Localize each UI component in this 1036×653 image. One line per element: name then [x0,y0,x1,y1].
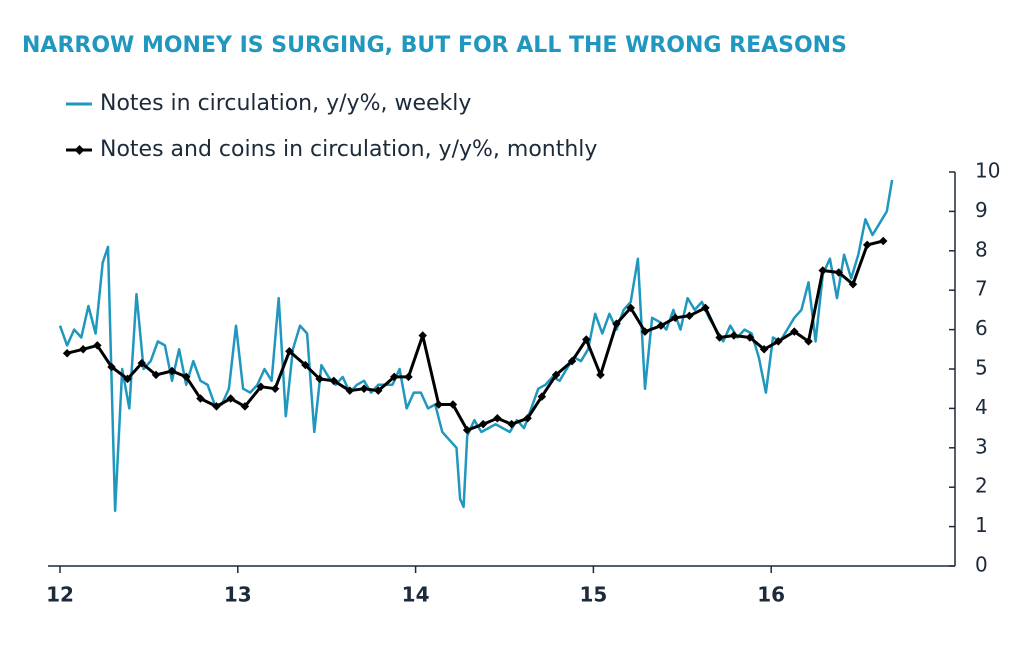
legend-marker [74,145,85,155]
line [66,239,884,432]
marker [537,392,547,401]
marker [862,240,872,250]
x-tick-label: 15 [579,583,607,607]
marker [78,345,88,354]
marker [151,370,161,380]
marker [434,400,443,409]
marker [301,360,310,370]
y-tick-label: 4 [975,395,988,419]
x-tick-label: 14 [402,583,430,607]
marker [582,335,591,344]
marker [596,370,605,380]
chart-title: NARROW MONEY IS SURGING, BUT FOR ALL THE… [22,33,847,58]
marker [270,384,280,393]
marker [774,337,783,346]
marker [315,374,324,384]
marker [567,356,577,366]
marker [240,402,250,411]
x-tick-label: 13 [224,583,252,607]
marker [701,303,710,313]
y-tick-label: 9 [975,198,988,222]
marker [123,374,132,384]
marker [212,402,221,411]
marker [226,394,235,403]
marker [685,311,694,321]
marker [612,319,621,328]
marker [137,358,147,368]
legend-label: Notes in circulation, y/y%, weekly [100,91,471,116]
y-tick-label: 2 [975,474,988,498]
marker [834,268,844,277]
marker [551,370,561,380]
y-tick-label: 5 [975,356,988,380]
marker [729,331,739,340]
marker [404,372,413,382]
marker [93,341,102,350]
marker [640,327,650,336]
y-tick-label: 3 [975,434,988,458]
marker [285,347,294,356]
marker [507,419,516,429]
marker [167,366,177,376]
marker [745,333,755,342]
y-tick-label: 7 [975,277,988,301]
marker [523,414,532,423]
y-tick-label: 0 [975,553,988,577]
x-tick-label: 12 [46,583,74,607]
marker [848,280,858,289]
marker [256,382,266,391]
y-tick-label: 1 [975,513,988,537]
legend-label: Notes and coins in circulation, y/y%, mo… [100,137,597,162]
y-tick-label: 6 [975,316,988,340]
marker [656,321,666,330]
marker [878,236,888,246]
marker [107,362,116,372]
line [58,179,894,513]
marker [374,386,383,395]
marker [759,345,769,354]
marker [329,376,339,386]
marker [462,425,472,435]
marker [626,303,635,313]
x-tick-label: 16 [757,583,785,607]
marker [790,327,799,336]
marker [418,331,427,340]
marker [448,400,458,409]
y-tick-label: 8 [975,237,988,261]
marker [670,313,680,323]
marker [196,394,205,403]
marker [818,266,828,275]
marker [181,372,191,382]
marker [62,348,72,358]
marker [478,419,488,429]
marker [359,384,369,393]
marker [345,386,355,395]
marker [493,414,502,423]
marker [804,337,813,346]
marker [390,372,399,382]
marker [715,333,724,342]
y-tick-label: 10 [975,159,1000,183]
